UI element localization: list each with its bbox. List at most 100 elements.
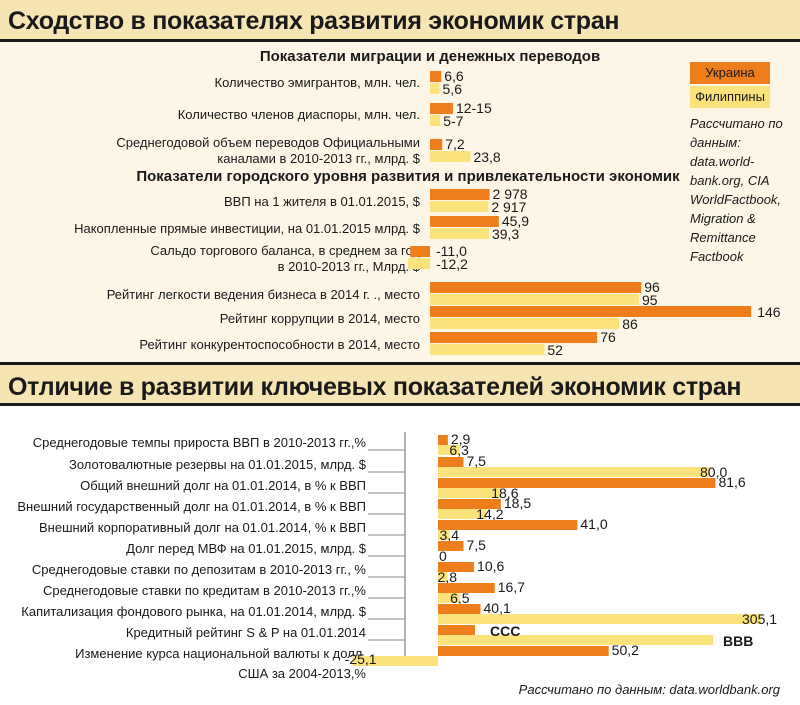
chart3-bar-ukraine-7 (438, 583, 495, 593)
chart2-category-label-2-line1: Сальдо торгового баланса, в среднем за г… (150, 243, 420, 258)
chart2-bar-ukraine-5 (430, 332, 598, 343)
chart3-bar-ukraine-9 (438, 625, 475, 635)
chart3-bar-philippines-9 (438, 635, 713, 645)
chart2-bar-philippines-1 (430, 228, 489, 239)
chart3-value-philippines-1: 80,0 (700, 464, 727, 480)
chart1-category-label-1: Количество членов диаспоры, млн. чел. (178, 107, 420, 122)
chart2-value-ukraine-5: 76 (600, 329, 616, 345)
chart1-subtitle: Показатели миграции и денежных переводов (260, 48, 600, 65)
chart3-bar-philippines-8 (438, 614, 762, 624)
chart3-bar-philippines-4 (438, 530, 450, 540)
chart1-value-ukraine-0: 6,6 (444, 68, 464, 84)
chart3-category-label-8: Капитализация фондового рынка, на 01.01.… (21, 604, 366, 619)
chart3-value-ukraine-8: 40,1 (484, 600, 511, 616)
chart2-category-label-2-line2: в 2010-2013 гг., Млрд. $ (278, 259, 421, 274)
chart2-bar-philippines-0 (430, 201, 489, 212)
chart3-category-label-6: Среднегодовые ставки по депозитам в 2010… (32, 562, 367, 577)
chart2-value-philippines-1: 39,3 (492, 226, 519, 242)
chart1-category-label-0: Количество эмигрантов, млн. чел. (215, 75, 421, 90)
chart2-category-label-4: Рейтинг коррупции в 2014, место (220, 311, 420, 326)
chart3-value-philippines-0: 6,3 (449, 442, 469, 458)
chart1-bar-ukraine-2 (430, 139, 443, 150)
chart1-bar-ukraine-1 (430, 103, 453, 114)
chart3-category-label-9: Кредитный рейтинг S & P на 01.01.2014 (126, 625, 366, 640)
chart3-bar-ukraine-2 (438, 478, 716, 488)
chart1-category-label-2-line2: каналами в 2010-2013 гг., млрд. $ (217, 151, 421, 166)
chart3-category-label-1: Золотовалютные резервы на 01.01.2015, мл… (69, 457, 367, 472)
chart2-category-label-1: Накопленные прямые инвестиции, на 01.01.… (74, 221, 421, 236)
chart3-value-philippines-4: 3,4 (440, 527, 460, 543)
chart1-bar-philippines-1 (430, 115, 441, 126)
chart3-value-philippines-8: 305,1 (742, 611, 777, 627)
chart3-bar-philippines-1 (438, 467, 710, 477)
chart2-category-label-3: Рейтинг легкости ведения бизнеса в 2014 … (107, 287, 420, 302)
chart3-value-ukraine-4: 41,0 (580, 516, 607, 532)
chart1-bar-ukraine-0 (430, 71, 442, 82)
chart3-value-ukraine-9: CCC (490, 623, 520, 639)
chart2-value-ukraine-0: 2 978 (493, 186, 528, 202)
chart2-value-ukraine-3: 96 (644, 279, 660, 295)
chart2-subtitle: Показатели городского уровня развития и … (136, 168, 680, 185)
section-title-difference: Отличие в развитии ключевых показателей … (0, 362, 800, 406)
chart2-value-philippines-0: 2 917 (491, 199, 526, 215)
chart1-bar-philippines-0 (430, 83, 440, 94)
chart3-bar-philippines-10 (352, 656, 438, 666)
chart3-value-philippines-5: 0 (439, 548, 447, 564)
chart1-value-ukraine-2: 7,2 (445, 136, 465, 152)
chart2-bar-philippines-5 (430, 344, 545, 355)
chart3-value-philippines-3: 14,2 (476, 506, 503, 522)
chart3-value-ukraine-1: 7,5 (467, 453, 487, 469)
chart2-bar-ukraine-4 (430, 306, 752, 317)
chart3-value-ukraine-0: 2,9 (451, 431, 471, 447)
chart3-bar-philippines-7 (438, 593, 461, 603)
chart3-bar-ukraine-4 (438, 520, 578, 530)
chart3-bar-ukraine-3 (438, 499, 501, 509)
chart3-category-label-4: Внешний корпоративный долг на 01.01.2014… (39, 520, 366, 535)
chart2-bar-philippines-3 (430, 294, 639, 305)
chart2-category-label-5: Рейтинг конкурентоспособности в 2014, ме… (139, 337, 420, 352)
chart3-value-ukraine-5: 7,5 (467, 537, 487, 553)
chart1-bar-philippines-2 (430, 151, 471, 162)
chart3-value-philippines-9: BBB (723, 633, 753, 649)
chart2-bar-philippines-4 (430, 318, 620, 329)
chart3-value-philippines-2: 18,6 (491, 485, 518, 501)
chart3-value-philippines-7: 6,5 (450, 590, 470, 606)
chart2-bar-ukraine-2 (410, 246, 430, 257)
source-note-bottom: Рассчитано по данным: data.worldbank.org (518, 682, 780, 697)
chart3-value-ukraine-2: 81,6 (718, 474, 745, 490)
chart2-bar-ukraine-0 (430, 189, 490, 200)
chart1-value-ukraine-1: 12-15 (456, 100, 492, 116)
chart2-value-philippines-4: 86 (622, 316, 638, 332)
chart3-bar-philippines-3 (438, 509, 487, 519)
chart2-value-philippines-2: -12,2 (436, 256, 468, 272)
chart2-bar-ukraine-3 (430, 282, 642, 293)
chart2-category-label-0: ВВП на 1 жителя в 01.01.2015, $ (224, 194, 421, 209)
chart3-category-label-2: Общий внешний долг на 01.01.2014, в % к … (80, 478, 366, 493)
chart3-bar-ukraine-8 (438, 604, 481, 614)
chart3-category-label-7: Среднегодовые ставки по кредитам в 2010-… (43, 583, 366, 598)
chart3-bar-philippines-0 (438, 445, 460, 455)
chart2-bar-ukraine-1 (430, 216, 499, 227)
section-title-similarity: Сходство в показателях развития экономик… (0, 0, 800, 42)
legend-ukraine: Украина (690, 62, 770, 84)
chart2-value-ukraine-4: 146 (757, 304, 781, 320)
chart1-value-philippines-1: 5-7 (443, 113, 463, 129)
chart3-value-ukraine-6: 10,6 (477, 558, 504, 574)
chart3-bar-ukraine-6 (438, 562, 475, 572)
chart3-bar-ukraine-0 (438, 435, 448, 445)
legend-philippines: Филиппины (690, 86, 770, 108)
chart3-bar-ukraine-1 (438, 457, 464, 467)
chart1-value-philippines-2: 23,8 (473, 149, 500, 165)
chart3-category-label-5: Долг перед МВФ на 01.01.2015, млрд. $ (126, 541, 367, 556)
chart3-category-label-0: Среднегодовые темпы прироста ВВП в 2010-… (33, 435, 367, 450)
chart2-value-philippines-5: 52 (547, 342, 563, 358)
chart1-value-philippines-0: 5,6 (443, 81, 463, 97)
chart3-category-label-10-line1: Изменение курса национальной валюты к до… (75, 646, 366, 661)
chart2-value-ukraine-2: -11,0 (436, 243, 467, 259)
chart3-value-philippines-6: 2,8 (438, 569, 458, 585)
chart3-value-ukraine-10: 50,2 (612, 642, 639, 658)
chart2-bar-philippines-2 (408, 258, 430, 269)
chart3-category-label-10-line2: США за 2004-2013,% (238, 666, 366, 681)
chart3-category-label-3: Внешний государственный долг на 01.01.20… (17, 499, 366, 514)
